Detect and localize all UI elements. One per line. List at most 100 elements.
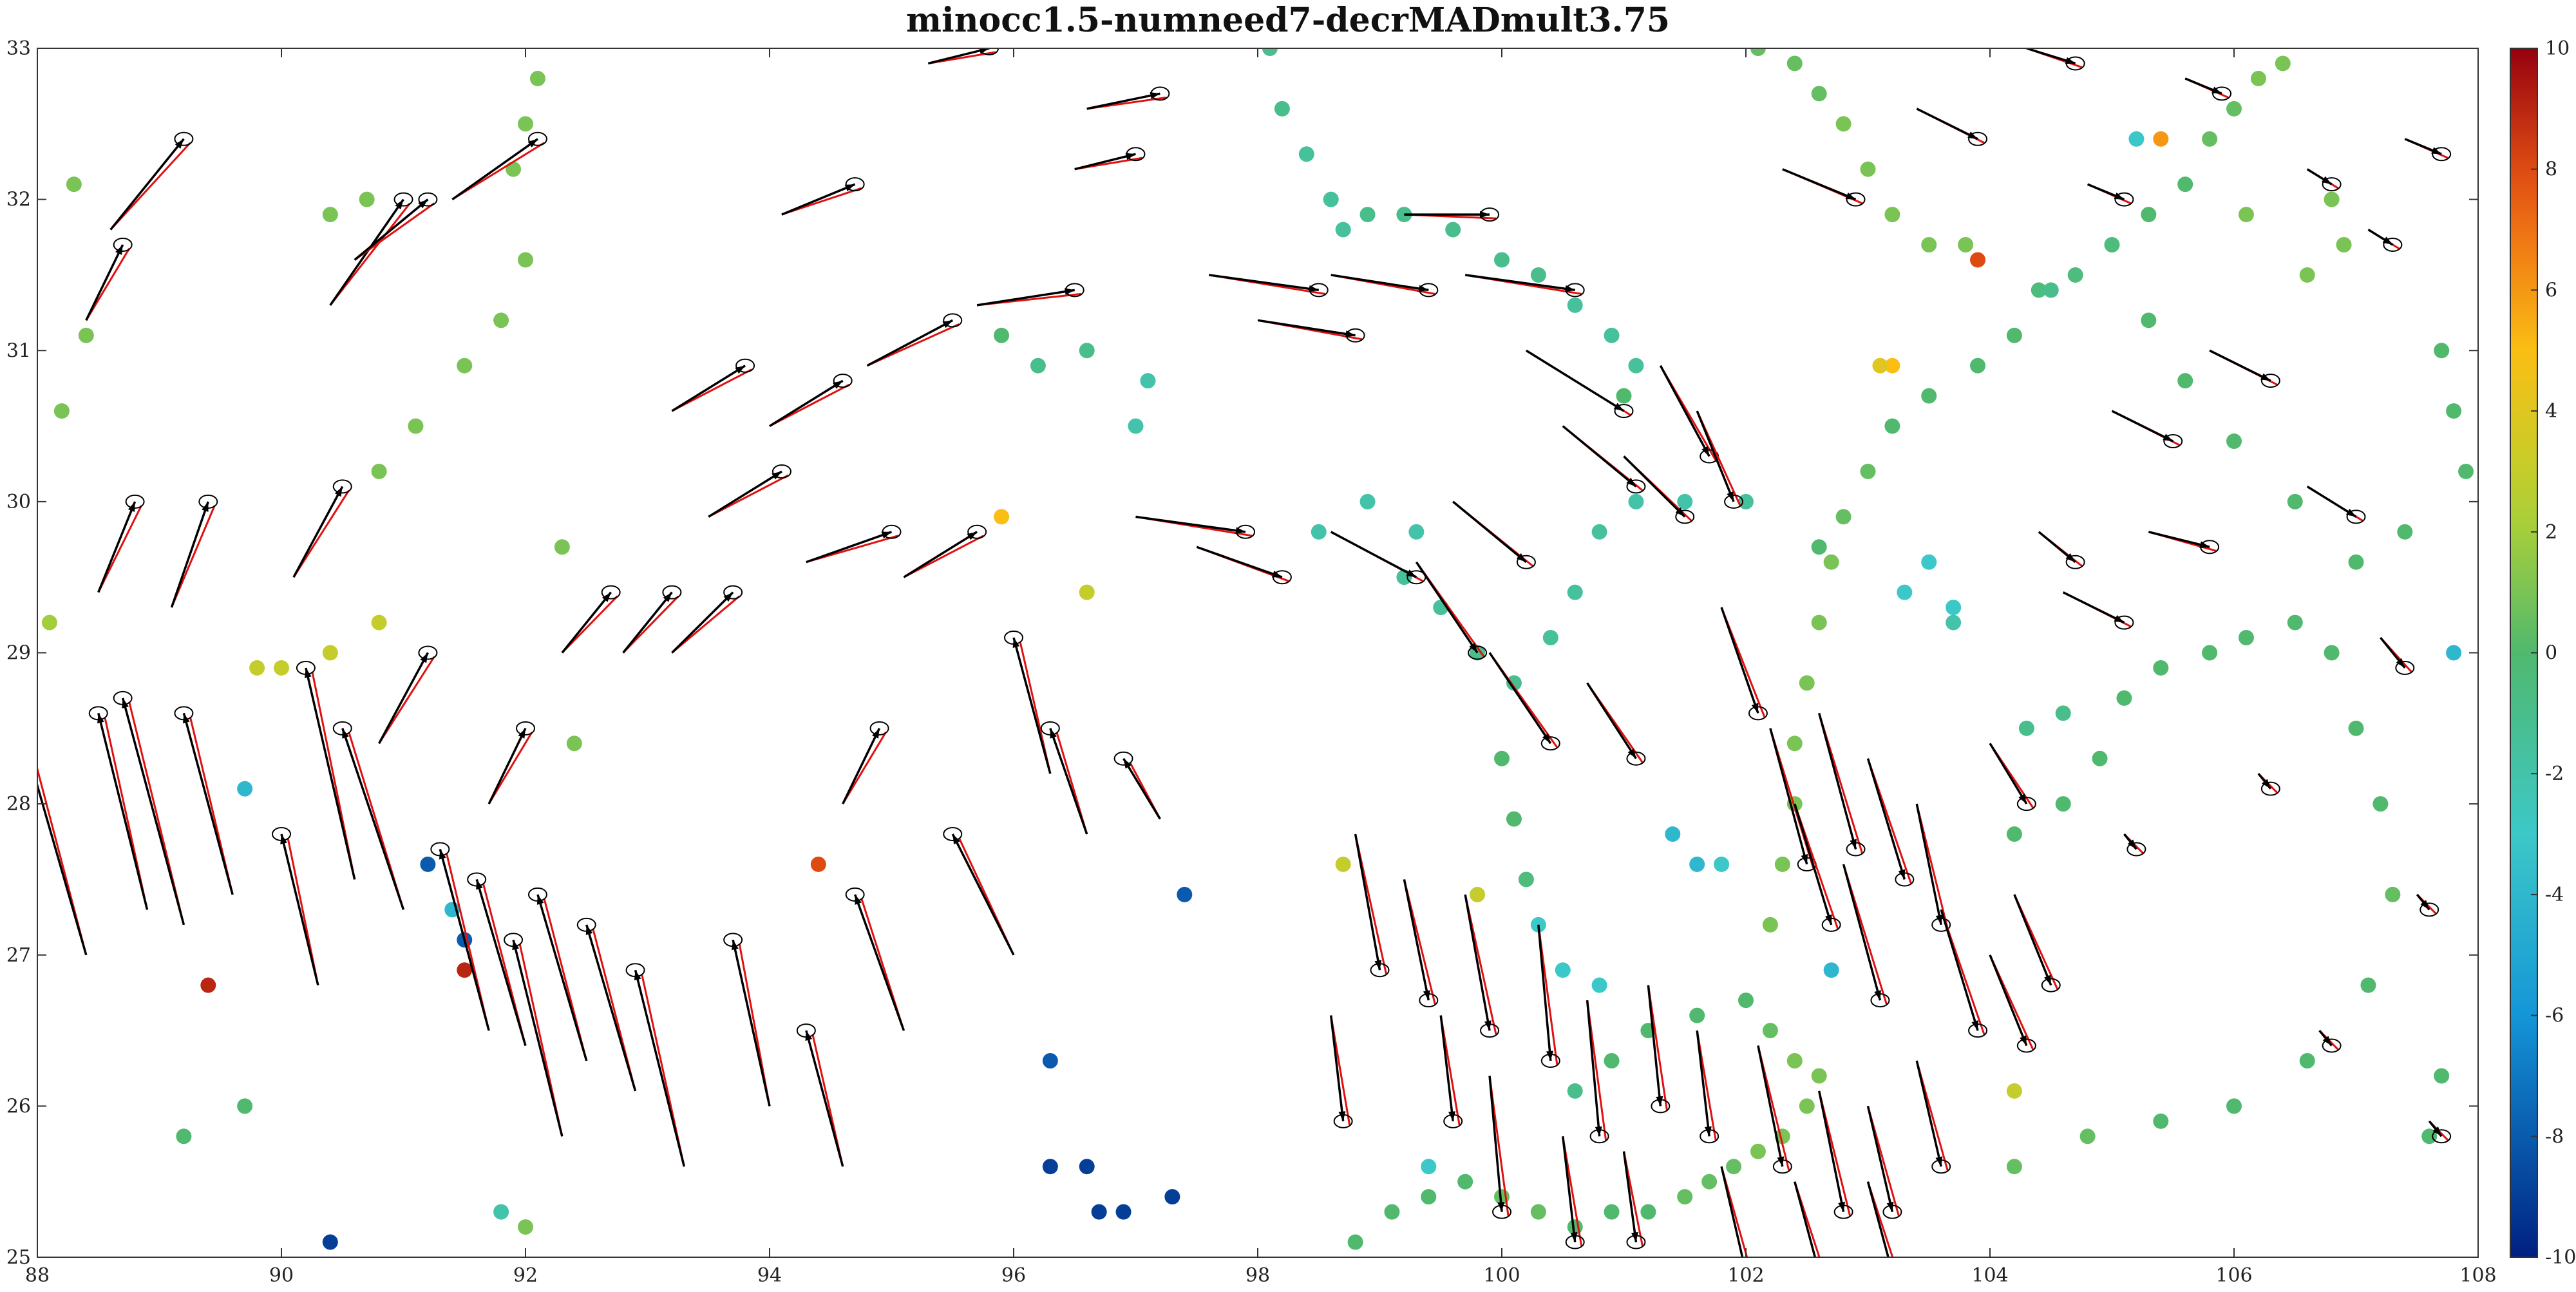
data-point [1591,977,1607,993]
arrow-head [2321,176,2332,185]
data-point [1714,856,1730,872]
data-point [2348,720,2364,736]
arrow-head [663,592,672,602]
data-point [1835,116,1852,132]
error-ellipse [2260,781,2280,796]
data-point [237,781,253,797]
data-point [2226,1098,2242,1114]
observed-arrow [1330,531,1417,578]
arrow-head [634,970,641,981]
data-point [810,856,826,872]
data-point [2141,312,2157,328]
error-ellipse [1614,404,1634,419]
error-ellipse [943,827,963,842]
data-point [1958,237,1974,253]
observed-arrow [1403,879,1430,1001]
data-point [1445,222,1461,238]
data-point [1701,1173,1718,1190]
colorbar-tick-label: 0 [2545,642,2557,665]
error-ellipse [1810,1266,1828,1278]
observed-arrow [927,48,990,65]
data-point [994,509,1010,525]
error-ellipse [1724,494,1744,509]
error-ellipse [1516,555,1536,569]
observed-arrow [182,712,234,895]
error-ellipse [1626,751,1646,766]
data-point [1811,539,1827,555]
arrow-head [439,849,446,860]
model-arrow [354,202,435,261]
error-ellipse [845,177,865,192]
observed-arrow [1623,455,1686,518]
arrow-head [1123,758,1132,769]
error-ellipse [882,524,902,539]
observed-arrow [805,1030,844,1167]
data-point [2067,267,2083,283]
error-ellipse [980,48,999,55]
arrow-head [2163,433,2174,442]
data-point [2177,176,2193,193]
model-arrow [622,595,679,654]
station-points [41,48,2474,1250]
arrow-head [881,531,892,538]
arrow-head [2211,86,2222,94]
colorbar-tick-label: 4 [2545,400,2557,423]
observed-arrow [292,486,344,578]
error-ellipse [1565,1235,1585,1249]
arrow-head [1542,733,1551,744]
data-point [2446,645,2462,661]
data-point [1140,373,1156,389]
arrow-head [1271,571,1282,578]
model-arrow [292,489,350,578]
error-ellipse [1540,1053,1560,1068]
arrow-head [1874,990,1881,1001]
observed-arrow [1757,1045,1784,1167]
observed-arrow [1696,1030,1710,1137]
chart-title: minocc1.5-numneed7-decrMADmult3.75 [905,1,1671,40]
error-ellipse [1883,1266,1901,1278]
observed-arrow [806,531,893,564]
arrow-head [1886,1201,1894,1212]
arrow-head [2044,974,2051,985]
data-point [2153,660,2169,676]
data-point [2287,493,2303,509]
arrow-head [1971,1020,1978,1031]
error-ellipse [1468,645,1488,660]
arrow-head [1012,638,1020,648]
observed-arrow [1196,546,1283,578]
data-point [1665,826,1681,842]
data-point [1799,1098,1815,1114]
arrow-head [2262,779,2271,789]
data-point [457,962,473,978]
data-point [1518,871,1534,888]
error-ellipse [1419,283,1439,298]
data-point [2116,690,2132,706]
data-point [2348,554,2364,570]
data-point [1042,1052,1058,1069]
observed-arrow [1488,652,1552,745]
arrow-head [128,501,135,512]
data-point [1567,1083,1583,1099]
error-ellipse [418,645,438,660]
observed-arrow [1086,92,1160,110]
data-point [506,161,522,177]
colorbar-tick-label: -8 [2545,1125,2564,1148]
arrow-head [1838,1201,1846,1212]
arrow-head [1701,446,1710,457]
colorbar-tick-label: -10 [2545,1246,2576,1269]
y-tick-label: 27 [6,944,31,967]
data-point [1738,493,1754,509]
observed-arrow [1208,274,1319,292]
error-ellipse [2126,842,2146,857]
observed-arrow [512,939,564,1137]
data-point [1335,222,1351,238]
data-point [1677,1189,1693,1205]
observed-arrow [170,501,209,608]
data-point [1750,1143,1766,1159]
arrow-head [601,592,611,602]
observed-arrow [1586,682,1637,759]
arrow-head [1570,1231,1578,1242]
data-point [1860,161,1876,177]
data-point [322,645,338,661]
